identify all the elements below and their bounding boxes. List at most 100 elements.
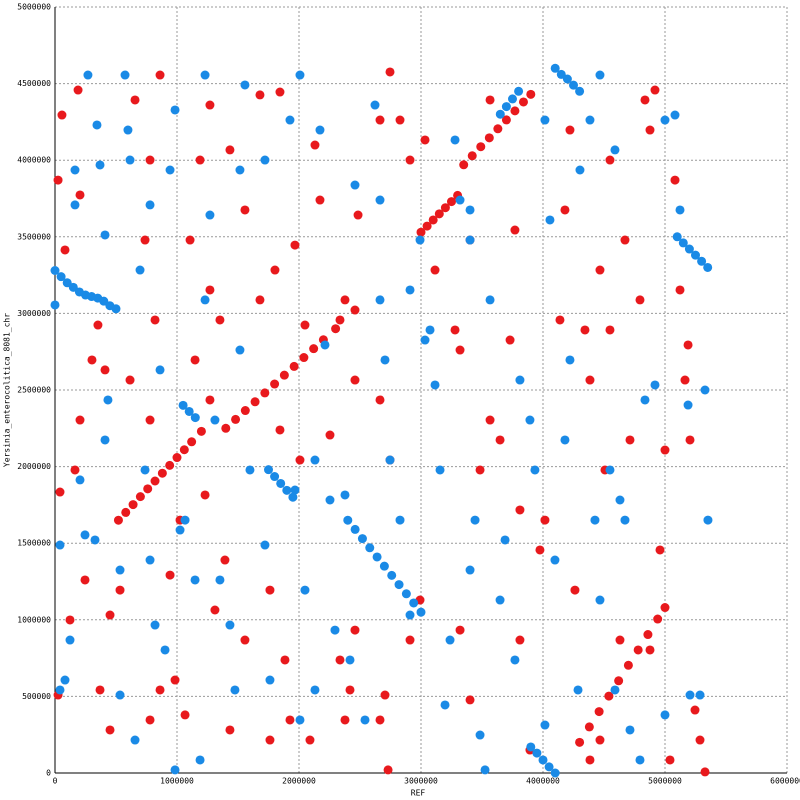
point <box>370 100 380 110</box>
point <box>683 400 693 410</box>
point <box>620 515 630 525</box>
y-tick-label: 2000000 <box>17 462 51 471</box>
point <box>635 295 645 305</box>
x-tick-label: 0 <box>53 777 58 786</box>
point <box>595 265 605 275</box>
point <box>565 125 575 135</box>
point <box>196 426 206 436</box>
point <box>665 755 675 765</box>
point <box>190 575 200 585</box>
point <box>573 685 583 695</box>
point <box>50 266 60 276</box>
point <box>455 625 465 635</box>
point <box>100 435 110 445</box>
point <box>260 155 270 165</box>
point <box>295 70 305 80</box>
point <box>325 430 335 440</box>
point <box>230 685 240 695</box>
point <box>75 475 85 485</box>
point <box>205 395 215 405</box>
x-tick-label: 3000000 <box>404 777 438 786</box>
point <box>300 320 310 330</box>
point <box>459 160 469 170</box>
y-tick-label: 3000000 <box>17 309 51 318</box>
point <box>270 379 280 389</box>
point <box>184 406 194 416</box>
point <box>645 125 655 135</box>
point <box>416 227 426 237</box>
point <box>430 380 440 390</box>
point <box>695 735 705 745</box>
point <box>595 70 605 80</box>
point <box>660 603 670 613</box>
point <box>210 605 220 615</box>
point <box>75 190 85 200</box>
point <box>343 515 353 525</box>
point <box>165 570 175 580</box>
point <box>290 240 300 250</box>
point <box>540 515 550 525</box>
point <box>195 755 205 765</box>
point <box>157 468 167 478</box>
point <box>100 230 110 240</box>
point <box>430 265 440 275</box>
y-tick-label: 1500000 <box>17 539 51 548</box>
point <box>83 70 93 80</box>
point <box>121 507 131 517</box>
point <box>80 530 90 540</box>
point <box>510 106 520 116</box>
point <box>475 730 485 740</box>
point <box>245 465 255 475</box>
point <box>279 370 289 380</box>
point <box>485 95 495 105</box>
point <box>185 235 195 245</box>
point <box>55 487 65 497</box>
point <box>450 135 460 145</box>
point <box>353 210 363 220</box>
point <box>501 115 511 125</box>
y-tick-label: 4000000 <box>17 156 51 165</box>
point <box>375 395 385 405</box>
point <box>605 465 615 475</box>
point <box>55 685 65 695</box>
point <box>200 490 210 500</box>
point <box>447 197 456 207</box>
point <box>265 735 275 745</box>
point <box>65 635 75 645</box>
point <box>672 232 682 242</box>
point <box>335 655 345 665</box>
point <box>87 355 97 365</box>
point <box>610 145 620 155</box>
point <box>670 110 680 120</box>
point <box>310 455 320 465</box>
point <box>515 635 525 645</box>
point <box>695 690 705 700</box>
point <box>235 345 245 355</box>
point <box>113 515 123 525</box>
point <box>70 465 80 475</box>
point <box>235 165 245 175</box>
point <box>240 635 250 645</box>
point <box>650 85 660 95</box>
point <box>697 256 707 266</box>
point <box>130 735 140 745</box>
point <box>540 115 550 125</box>
point <box>585 755 595 765</box>
point <box>285 715 295 725</box>
point <box>60 245 70 255</box>
point <box>685 690 695 700</box>
point <box>379 561 389 571</box>
point <box>65 615 75 625</box>
point <box>150 315 160 325</box>
point <box>680 375 690 385</box>
point <box>289 361 299 371</box>
point <box>510 225 520 235</box>
point <box>90 535 100 545</box>
point <box>155 70 165 80</box>
point <box>495 435 505 445</box>
point <box>270 265 280 275</box>
point <box>275 425 285 435</box>
point <box>285 115 295 125</box>
point <box>305 735 315 745</box>
